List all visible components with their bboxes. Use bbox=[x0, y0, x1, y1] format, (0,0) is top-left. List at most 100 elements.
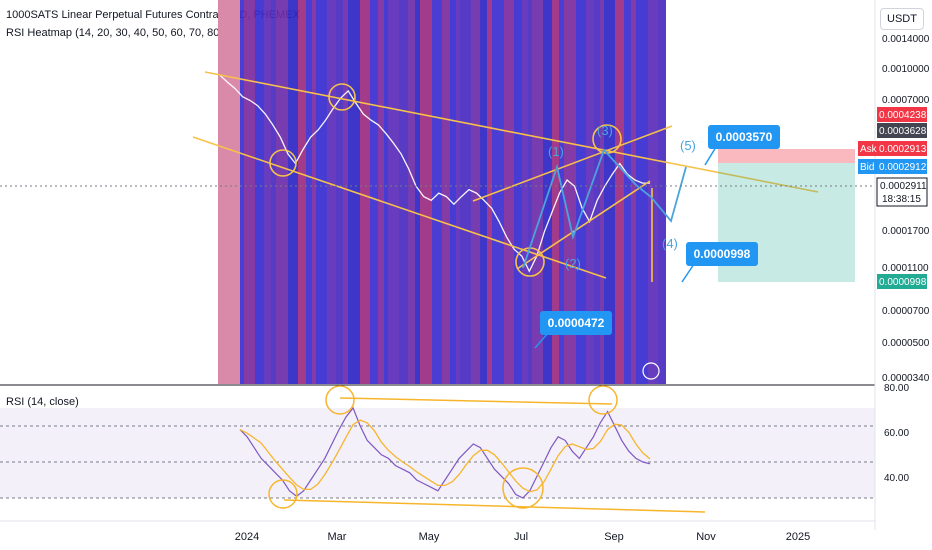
price-tick-label: 0.0007000 bbox=[882, 95, 930, 106]
heatmap-band bbox=[594, 0, 600, 384]
rsi-trendline-upper bbox=[339, 397, 613, 405]
callout-target-pointer bbox=[704, 146, 717, 166]
heatmap-band bbox=[316, 0, 327, 384]
heatmap-band bbox=[624, 0, 631, 384]
countdown-label: 18:38:15 bbox=[882, 194, 921, 205]
currency-selector[interactable]: USDT bbox=[880, 8, 924, 30]
time-tick-label: 2025 bbox=[786, 531, 810, 543]
heatmap-band bbox=[456, 0, 460, 384]
callout-stop-pointer bbox=[681, 263, 695, 283]
heatmap-band bbox=[658, 0, 666, 384]
heatmap-band bbox=[378, 0, 384, 384]
stop-label-bg bbox=[877, 274, 927, 289]
rsi-title: RSI (14, close) bbox=[6, 396, 79, 408]
heatmap-band bbox=[615, 0, 624, 384]
callout-target-box bbox=[708, 125, 780, 149]
heatmap-band bbox=[399, 0, 408, 384]
highlight-circle bbox=[328, 83, 356, 111]
heatmap-band bbox=[298, 0, 306, 384]
heatmap-band bbox=[442, 0, 450, 384]
time-tick-label: May bbox=[419, 531, 440, 543]
heatmap-band bbox=[648, 0, 658, 384]
rsi-highlight-circle bbox=[325, 385, 355, 415]
callout-low-box bbox=[540, 311, 612, 335]
stop-label: 0.0000998 bbox=[879, 277, 927, 288]
time-tick-label: Sep bbox=[604, 531, 624, 543]
wave-label: (1) bbox=[548, 144, 564, 159]
heatmap-band bbox=[586, 0, 594, 384]
heatmap-band bbox=[343, 0, 348, 384]
rsi-band bbox=[0, 408, 875, 498]
heatmap-band bbox=[636, 0, 648, 384]
heatmap-band bbox=[388, 0, 399, 384]
wave-label: (2) bbox=[565, 256, 581, 271]
wave-label: (5) bbox=[680, 138, 696, 153]
bid-tag-bg bbox=[858, 159, 878, 174]
heatmap-band bbox=[420, 0, 432, 384]
rsi-trendline-lower bbox=[283, 499, 706, 513]
heatmap-band bbox=[240, 0, 244, 384]
heatmap-band bbox=[504, 0, 514, 384]
heatmap-band bbox=[384, 0, 388, 384]
time-tick-label: Mar bbox=[328, 531, 347, 543]
target-mid-label: 0.0003628 bbox=[879, 126, 927, 137]
heatmap-band bbox=[543, 0, 552, 384]
target-high-label: 0.0004238 bbox=[879, 110, 927, 121]
callout-low-pointer bbox=[534, 332, 549, 349]
rsi-tick-label: 60.00 bbox=[884, 428, 909, 439]
price-series bbox=[219, 74, 650, 273]
rsi-line bbox=[239, 406, 651, 499]
heatmap-band bbox=[255, 0, 264, 384]
bid-tag: Bid bbox=[860, 162, 874, 173]
heatmap-band bbox=[306, 0, 312, 384]
last-price-box bbox=[876, 177, 928, 207]
heatmap-band bbox=[450, 0, 456, 384]
rsi-highlight-circle bbox=[502, 467, 544, 509]
time-tick-label: 2024 bbox=[235, 531, 259, 543]
channel-upper-line bbox=[472, 125, 673, 202]
heatmap-band bbox=[336, 0, 343, 384]
heatmap-band bbox=[552, 0, 559, 384]
rsi-heatmap-background bbox=[218, 0, 666, 384]
price-tick-label: 0.0000340 bbox=[882, 373, 930, 384]
heatmap-band bbox=[408, 0, 415, 384]
price-tick-label: 0.0001100 bbox=[882, 263, 929, 274]
time-tick-label: Jul bbox=[514, 531, 528, 543]
heatmap-band bbox=[218, 0, 240, 384]
indicator-title: RSI Heatmap (14, 20, 30, 40, 50, 60, 70,… bbox=[6, 27, 224, 39]
callout-target-text: 0.0003570 bbox=[716, 130, 773, 144]
heatmap-band bbox=[480, 0, 487, 384]
heatmap-band bbox=[559, 0, 564, 384]
wave-label: (4) bbox=[662, 236, 678, 251]
heatmap-band bbox=[564, 0, 576, 384]
heatmap-band bbox=[288, 0, 298, 384]
callout-stop-box bbox=[686, 242, 758, 266]
heatmap-band bbox=[327, 0, 336, 384]
heatmap-band bbox=[244, 0, 255, 384]
heatmap-band bbox=[271, 0, 276, 384]
trend-drawings: (1) (2) (3) (4) (5) 0.0003570 0.0000998 0.00004… bbox=[0, 71, 875, 380]
last-price-label: 0.0002911 bbox=[880, 181, 927, 192]
heatmap-band bbox=[360, 0, 370, 384]
price-tick-label: 0.0014000 bbox=[882, 34, 930, 45]
rsi-tick-label: 40.00 bbox=[884, 473, 909, 484]
ask-tag-bg bbox=[858, 141, 878, 156]
rsi-panel bbox=[0, 384, 875, 513]
heatmap-band bbox=[415, 0, 420, 384]
heatmap-band bbox=[576, 0, 586, 384]
callout-stop-text: 0.0000998 bbox=[694, 247, 751, 261]
bid-price-label: 0.0002912 bbox=[879, 162, 927, 173]
rsi-highlight-circle bbox=[268, 479, 298, 509]
callout-low-text: 0.0000472 bbox=[548, 316, 605, 330]
price-tick-label: 0.0000700 bbox=[882, 306, 930, 317]
bid-price-label-bg bbox=[877, 159, 927, 174]
ask-tag: Ask bbox=[860, 144, 878, 155]
time-tick-label: Nov bbox=[696, 531, 716, 543]
lightning-icon bbox=[642, 362, 660, 380]
heatmap-band bbox=[522, 0, 528, 384]
heatmap-band bbox=[370, 0, 378, 384]
price-tick-label: 0.0010000 bbox=[882, 64, 930, 75]
rsi-highlight-circle bbox=[588, 385, 618, 415]
wave-label: (3) bbox=[597, 123, 613, 138]
heatmap-band bbox=[528, 0, 532, 384]
